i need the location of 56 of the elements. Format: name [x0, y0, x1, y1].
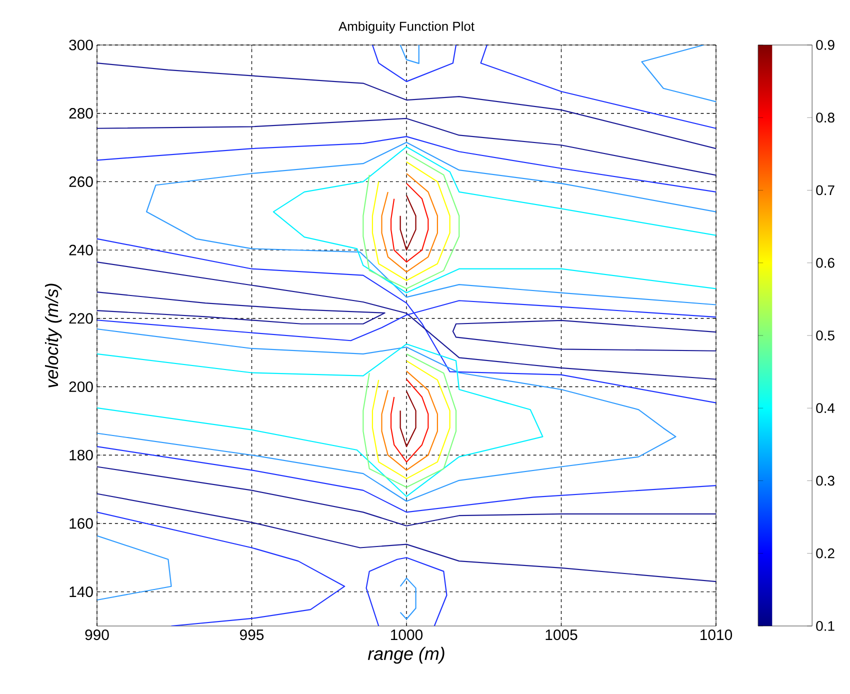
line-series: [97, 343, 544, 498]
y-tick-label: 160: [70, 518, 93, 529]
line-series: [400, 578, 416, 620]
y-tick-label: 220: [69, 313, 93, 324]
y-tick-label: 300: [69, 40, 93, 50]
x-tick-label: 1000: [391, 630, 423, 640]
line-series: [97, 261, 716, 380]
x-axis-title: range (m): [368, 646, 444, 664]
line-series: [390, 182, 429, 263]
line-series: [366, 557, 448, 626]
line-series: [97, 136, 716, 193]
line-series: [362, 353, 457, 488]
line-series: [97, 238, 716, 404]
line-series: [362, 152, 460, 290]
color-bar-label: 0.8: [816, 112, 834, 123]
line-series: [452, 320, 716, 352]
color-bar-label: 0.1: [816, 621, 834, 631]
y-tick-label: 140: [70, 586, 93, 598]
line-series: [97, 118, 716, 176]
y-tick-label: 200: [69, 381, 93, 392]
y-tick-label: 260: [69, 176, 93, 187]
color-bar-label: 0.3: [816, 476, 834, 486]
color-bar-label: 0.9: [816, 40, 834, 50]
line-series: [146, 142, 716, 306]
y-tick-label: 180: [70, 450, 93, 460]
color-bar-label: 0.5: [816, 330, 834, 340]
color-bar-label: 0.7: [816, 185, 834, 196]
y-axis-title: velocity (m/s): [44, 284, 62, 388]
line-series: [372, 360, 450, 480]
line-series: [390, 378, 429, 462]
x-tick-label: 1005: [546, 630, 578, 640]
color-bar-label: 0.4: [816, 403, 835, 414]
color-bar-label: 0.2: [816, 548, 834, 558]
line-series: [400, 194, 416, 251]
color-bar-label: 0.6: [816, 258, 834, 268]
line-series: [97, 535, 172, 601]
chart-title: Ambiguity Function Plot: [338, 21, 474, 34]
line-series: [97, 512, 346, 626]
y-tick-label: 240: [69, 244, 93, 256]
line-series: [97, 466, 716, 526]
line-series: [97, 446, 716, 513]
line-series: [480, 44, 716, 129]
line-series: [381, 172, 438, 272]
line-series: [97, 292, 386, 324]
line-series: [400, 390, 416, 448]
line-series: [372, 161, 450, 282]
line-series: [381, 370, 438, 471]
y-tick-label: 280: [69, 108, 93, 119]
line-series: [97, 62, 716, 150]
line-series: [641, 44, 716, 102]
line-series: [97, 493, 716, 582]
line-series: [272, 146, 716, 294]
x-tick-label: 990: [85, 630, 109, 640]
line-series: [97, 328, 676, 502]
x-tick-label: 995: [240, 630, 264, 640]
x-tick-label: 1010: [700, 630, 732, 640]
